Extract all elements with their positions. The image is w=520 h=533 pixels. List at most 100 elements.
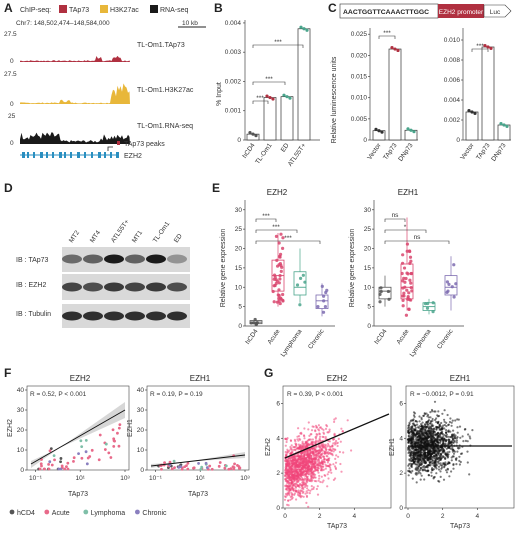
g-right-point: [433, 456, 436, 460]
g-ytick-label: 6: [276, 400, 280, 407]
g-left-point: [317, 479, 320, 482]
e-data-point: [255, 320, 259, 325]
g-left-point: [302, 452, 306, 455]
e-data-point: [431, 301, 435, 305]
g-right-point: [439, 470, 442, 473]
g-right-point: [441, 437, 444, 440]
g-right-point: [411, 477, 414, 480]
g-right-point: [408, 467, 411, 470]
g-left-point: [318, 449, 321, 452]
construct-seq: AACTGGTTCAAACTTGGC: [343, 9, 429, 16]
blot-band: [146, 254, 166, 264]
g-right-point: [427, 458, 430, 461]
g-left-point: [303, 437, 306, 440]
e-data-point: [277, 288, 281, 292]
g-right-point: [427, 416, 430, 419]
legend-swatch-tap73: [59, 5, 67, 13]
g-left-point: [319, 453, 322, 456]
g-left-point: [340, 427, 343, 430]
g-left-point: [290, 444, 293, 447]
g-right-point: [450, 459, 453, 462]
b-ytick-label: 0.002: [225, 78, 242, 85]
g-right-ylabel: EZH1: [389, 438, 396, 456]
e-data-point: [402, 266, 407, 270]
g-xtick-label: 4: [353, 513, 357, 520]
e-category-label: hCD4: [373, 328, 388, 346]
e-data-point: [277, 281, 281, 285]
e-data-point: [278, 277, 282, 281]
c-replicate-point: [406, 127, 410, 131]
e-data-point: [298, 303, 302, 307]
g-left-point: [316, 433, 319, 436]
g-right-point: [461, 435, 464, 438]
f-right-ylabel: EZH1: [127, 419, 134, 437]
e-data-point: [447, 282, 451, 286]
gene-exon: [104, 152, 106, 158]
g-left-point: [286, 472, 289, 476]
blot-band: [167, 254, 187, 264]
b-replicate-point: [282, 93, 286, 97]
e-right-sig-1: ns: [392, 212, 400, 219]
f-right-point: [208, 464, 212, 468]
g-right-point: [425, 433, 428, 436]
g-right-point: [440, 431, 443, 434]
f-left-ylabel: EZH2: [7, 419, 14, 437]
g-left-point: [286, 448, 289, 451]
g-right-point: [407, 431, 411, 434]
c-ytick-label: 0.015: [351, 74, 368, 81]
g-left-point: [306, 487, 309, 490]
g-right-point: [464, 439, 467, 442]
g-right-point: [430, 474, 433, 477]
g-left-point: [333, 448, 336, 451]
g-right-point: [459, 436, 462, 439]
f-ytick-label: 20: [17, 427, 25, 434]
e-data-point: [426, 301, 430, 306]
b-sig-1: ***: [256, 95, 264, 102]
track2-name: TL-Om1.H3K27ac: [137, 87, 194, 94]
f-left-ci-band: [31, 402, 125, 468]
g-right-point: [412, 411, 416, 414]
tap73-peak-mark: [117, 141, 120, 145]
g-left-point: [288, 457, 291, 460]
f-left-point: [40, 464, 43, 468]
f-right-point: [186, 467, 190, 471]
g-left-point: [316, 493, 320, 496]
g-right-point: [456, 418, 459, 421]
g-left-point: [305, 481, 309, 484]
f-right-point: [173, 466, 176, 470]
e-data-point: [409, 298, 413, 302]
c-ytick-label: 0.002: [444, 117, 461, 124]
f-left-title: EZH2: [70, 374, 91, 383]
f-left-point: [80, 445, 84, 448]
e-data-point: [450, 285, 454, 289]
g-left-point: [285, 440, 288, 444]
g-right-point: [435, 427, 438, 431]
d-lane-label: TL-Om1: [152, 220, 172, 244]
g-left-point: [299, 474, 302, 477]
c-right-sig: ***: [476, 43, 484, 50]
g-left-point: [289, 445, 292, 449]
g-right-point: [438, 456, 441, 459]
e-data-point: [322, 299, 326, 303]
g-right-point: [422, 468, 425, 471]
g-left-point: [287, 463, 290, 467]
g-left-point: [292, 448, 295, 451]
c-category-label: DNp73: [490, 142, 508, 163]
g-right-point: [449, 441, 452, 444]
e-data-point: [325, 288, 329, 292]
g-left-point: [310, 429, 314, 432]
g-right-point: [427, 469, 430, 472]
g-left-point: [299, 438, 302, 441]
g-left-point: [322, 443, 325, 446]
c-replicate-point: [393, 47, 397, 51]
g-left-point: [303, 485, 307, 489]
g-left-point: [285, 487, 288, 490]
f-left-xlabel: TAp73: [68, 491, 88, 498]
panel-c: C AACTGGTTCAAACTTGGC EZH2 promoter Luc R…: [328, 1, 512, 163]
gene-exon: [110, 152, 112, 158]
c-replicate-point: [467, 109, 471, 113]
g-left-point: [304, 492, 307, 495]
e-data-point: [379, 286, 383, 290]
g-right-point: [407, 438, 410, 441]
